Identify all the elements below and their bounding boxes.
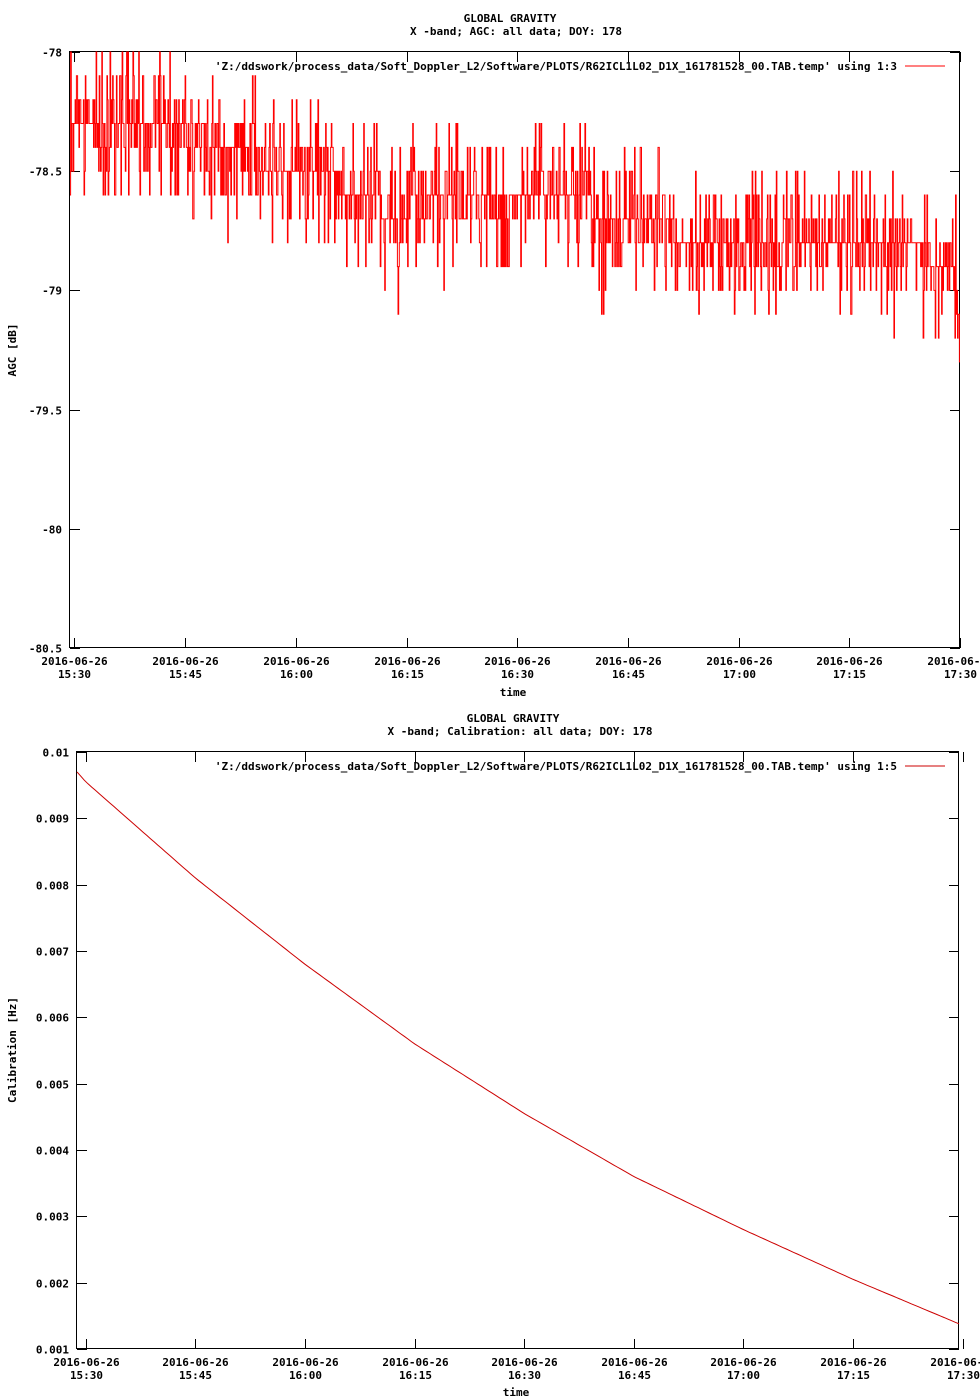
y-axis-label: AGC [dB] — [6, 324, 19, 377]
series-line — [76, 771, 960, 1325]
x-tick-time: 17:30 — [944, 668, 977, 681]
series-layer — [70, 51, 960, 363]
x-tick-date: 2016-06-26 — [484, 655, 551, 668]
x-axis-label: time — [503, 1386, 530, 1399]
x-tick-time: 15:45 — [179, 1369, 212, 1382]
y-tick-label: -79.5 — [29, 405, 62, 418]
series-layer — [76, 771, 960, 1325]
series-line — [70, 51, 960, 363]
x-tick-time: 17:00 — [727, 1369, 760, 1382]
plot-frame — [69, 51, 960, 648]
y-tick-label: -78 — [42, 47, 62, 60]
x-tick-date: 2016-06-26 — [927, 655, 980, 668]
chart-subtitle: X -band; Calibration: all data; DOY: 178 — [388, 725, 653, 738]
y-tick-label: 0.001 — [36, 1344, 69, 1357]
y-tick-label: 0.009 — [36, 813, 69, 826]
x-tick-time: 15:30 — [58, 668, 91, 681]
y-tick-label: -80.5 — [29, 643, 62, 656]
x-tick-date: 2016-06-26 — [263, 655, 330, 668]
y-tick-label: 0.008 — [36, 880, 69, 893]
y-tick-label: 0.006 — [36, 1012, 69, 1025]
x-tick-date: 2016-06-26 — [382, 1356, 449, 1369]
plot-frame — [76, 751, 959, 1349]
x-tick-date: 2016-06-26 — [710, 1356, 777, 1369]
x-tick-date: 2016-06-26 — [374, 655, 441, 668]
x-axis-label: time — [500, 686, 527, 699]
x-tick-time: 17:30 — [947, 1369, 980, 1382]
calibration-chart: GLOBAL GRAVITY X -band; Calibration: all… — [6, 712, 980, 1399]
y-tick-label: -79 — [42, 285, 62, 298]
x-tick-date: 2016-06-26 — [601, 1356, 668, 1369]
calibration-chart-panel: GLOBAL GRAVITY X -band; Calibration: all… — [0, 700, 980, 1400]
chart-title: GLOBAL GRAVITY — [467, 712, 560, 725]
chart-title: GLOBAL GRAVITY — [464, 12, 557, 25]
tick-layer: 0.001 0.002 0.003 0.004 0.005 0.006 0.007 0.008… — [36, 747, 980, 1383]
x-tick-time: 16:15 — [399, 1369, 432, 1382]
x-tick-date: 2016-06-26 — [816, 655, 883, 668]
chart-subtitle: X -band; AGC: all data; DOY: 178 — [410, 25, 622, 38]
legend-label: 'Z:/ddswork/process_data/Soft_Doppler_L2… — [215, 760, 897, 773]
x-tick-time: 17:15 — [833, 668, 866, 681]
x-tick-time: 16:45 — [612, 668, 645, 681]
x-tick-time: 17:00 — [723, 668, 756, 681]
x-tick-date: 2016-06-26 — [272, 1356, 339, 1369]
x-tick-date: 2016-06-26 — [595, 655, 662, 668]
y-tick-label: 0.002 — [36, 1278, 69, 1291]
y-tick-label: 0.005 — [36, 1079, 69, 1092]
y-tick-label: 0.004 — [36, 1145, 69, 1158]
x-tick-time: 16:00 — [289, 1369, 322, 1382]
x-tick-time: 15:30 — [70, 1369, 103, 1382]
agc-chart: GLOBAL GRAVITY X -band; AGC: all data; D… — [6, 12, 980, 699]
y-tick-label: -78.5 — [29, 166, 62, 179]
y-tick-label: 0.007 — [36, 946, 69, 959]
x-tick-date: 2016-06-26 — [491, 1356, 558, 1369]
x-tick-date: 2016-06-26 — [706, 655, 773, 668]
tick-layer: -78-78.5-79-79.5-80-80.52016-06-2615:302… — [29, 47, 980, 682]
x-tick-time: 16:15 — [391, 668, 424, 681]
agc-chart-panel: GLOBAL GRAVITY X -band; AGC: all data; D… — [6, 12, 980, 699]
x-tick-date: 2016-06-26 — [53, 1356, 120, 1369]
x-tick-date: 2016-06-26 — [152, 655, 219, 668]
x-tick-date: 2016-06-26 — [41, 655, 108, 668]
x-tick-date: 2016-06-26 — [162, 1356, 229, 1369]
x-tick-time: 16:30 — [501, 668, 534, 681]
x-tick-time: 17:15 — [837, 1369, 870, 1382]
legend-label: 'Z:/ddswork/process_data/Soft_Doppler_L2… — [215, 60, 897, 73]
x-tick-date: 2016-06-26 — [820, 1356, 887, 1369]
x-tick-time: 16:45 — [618, 1369, 651, 1382]
x-tick-time: 16:30 — [508, 1369, 541, 1382]
x-tick-time: 16:00 — [280, 668, 313, 681]
x-tick-date: 2016-06-26 — [930, 1356, 980, 1369]
y-tick-label: 0.01 — [43, 747, 70, 760]
y-tick-label: 0.003 — [36, 1211, 69, 1224]
x-tick-time: 15:45 — [169, 668, 202, 681]
y-axis-label: Calibration [Hz] — [6, 997, 19, 1103]
y-tick-label: -80 — [42, 524, 62, 537]
